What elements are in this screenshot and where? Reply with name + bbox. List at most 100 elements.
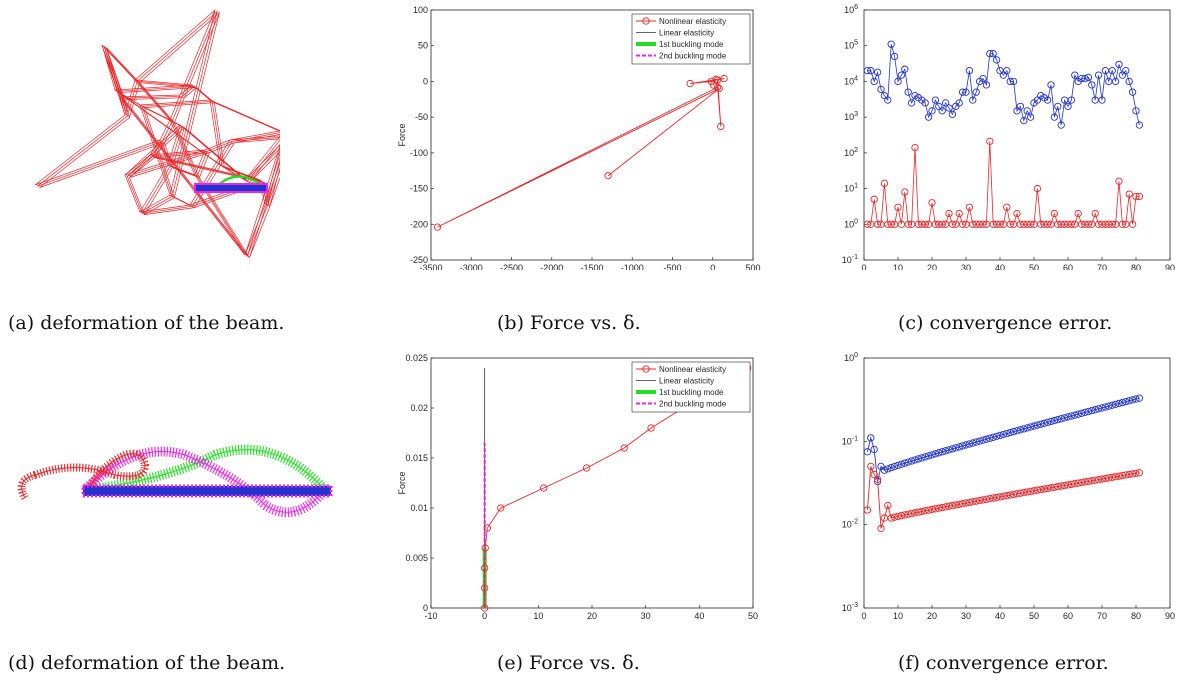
blue-point: [863, 67, 872, 75]
blue-point: [1084, 407, 1093, 416]
nonlinear-point: [958, 500, 967, 508]
panel-d-beam-deformation: [5, 420, 345, 530]
mesh-line: [34, 9, 280, 256]
nonlinear-point: [1026, 487, 1035, 496]
y-axis-label: Force: [397, 471, 407, 494]
blue-point: [941, 447, 950, 455]
blue-point: [894, 77, 902, 86]
buckling-mode-2-shape-centerline: [84, 451, 326, 513]
y-tick-label: 0.01: [410, 503, 428, 513]
blue-point: [1135, 121, 1144, 129]
legend-label: Nonlinear elasticity: [659, 365, 726, 374]
blue-point: [873, 68, 882, 76]
nonlinear-point: [992, 493, 1001, 502]
nonlinear-point: [914, 508, 923, 516]
blue-point: [863, 448, 872, 456]
blue-point: [1023, 424, 1031, 432]
nonlinear-point: [1108, 220, 1116, 228]
blue-point: [1125, 397, 1133, 405]
nonlinear-point: [582, 464, 591, 472]
plot-area: [863, 357, 1171, 609]
nonlinear-point: [604, 172, 612, 180]
x-tick-label: -3500: [419, 263, 442, 270]
nonlinear-point: [938, 503, 946, 512]
convergence-chart-f: 0 10 20 30 40 50 60 70 80 90 10-3 10-2 10-1 100: [842, 352, 1175, 620]
nonlinear-point: [1009, 490, 1018, 499]
x-tick-label: 30: [961, 611, 971, 620]
x-tick-label: 20: [927, 263, 937, 270]
nonlinear-point: [1013, 490, 1021, 498]
nonlinear-point: [1115, 177, 1123, 185]
nonlinear-point: [707, 77, 715, 86]
blue-point: [1111, 400, 1120, 408]
blue-point: [1094, 71, 1103, 79]
nonlinear-point: [1040, 485, 1048, 493]
blue-point: [948, 445, 957, 453]
blue-point: [1077, 409, 1086, 417]
blue-point: [924, 452, 933, 460]
blue-point: [962, 441, 970, 449]
blue-point: [996, 431, 1004, 440]
x-tick-label: 40: [995, 611, 1005, 620]
y-tick-label: 101: [844, 183, 858, 194]
blue-point: [918, 454, 926, 462]
x-tick-label: 50: [1029, 611, 1039, 620]
nonlinear-point: [901, 188, 909, 196]
blue-point: [986, 434, 994, 442]
y-tick-label: 10-1: [842, 435, 858, 446]
nonlinear-point: [686, 79, 694, 88]
chaotic-mesh: [34, 9, 280, 259]
blue-point: [1067, 412, 1076, 420]
blue-point: [867, 67, 875, 75]
blue-point: [1067, 96, 1076, 104]
convergence-chart-c: 0 10 20 30 40 50 60 70 80 90 10-1 100 101 102 103 104 10…: [842, 4, 1175, 270]
nonlinear-point: [863, 506, 872, 514]
nonlinear-point: [1091, 476, 1099, 484]
x-tick-label: 80: [1131, 611, 1141, 620]
blue-point: [1128, 396, 1137, 404]
nonlinear-point: [1135, 192, 1144, 201]
y-tick-label: -100: [410, 148, 428, 158]
nonlinear-point: [969, 498, 977, 506]
blue-point: [982, 435, 991, 443]
nonlinear-point: [1016, 489, 1025, 497]
nonlinear-point: [952, 501, 960, 509]
nonlinear-point: [1115, 472, 1123, 480]
y-tick-label: 10-3: [842, 602, 858, 613]
nonlinear-point: [1101, 474, 1110, 483]
x-tick-label: 70: [1097, 611, 1107, 620]
blue-point: [1081, 74, 1089, 83]
nonlinear-point: [897, 512, 906, 520]
blue-point: [884, 465, 892, 473]
x-tick-label: 0: [482, 611, 487, 620]
blue-point: [1057, 121, 1065, 129]
nonlinear-point: [1006, 220, 1014, 228]
blue-point: [877, 85, 885, 94]
blue-point: [1094, 405, 1103, 413]
blue-point: [1020, 425, 1028, 433]
x-tick-label: 0: [861, 263, 866, 270]
blue-point: [1081, 408, 1089, 417]
blue-point: [1098, 96, 1106, 104]
nonlinear-point: [1033, 486, 1042, 494]
blue-point: [890, 52, 899, 61]
blue-point: [904, 88, 912, 96]
blue-point: [952, 444, 960, 452]
nonlinear-point: [1003, 203, 1011, 211]
nonlinear-point: [955, 500, 963, 508]
nonlinear-point: [1067, 220, 1076, 228]
nonlinear-point: [1071, 480, 1079, 488]
blue-point: [1122, 67, 1130, 75]
nonlinear-point: [948, 501, 957, 510]
blue-point: [1088, 406, 1096, 415]
blue-point: [901, 459, 909, 467]
nonlinear-point: [911, 509, 919, 517]
blue-point: [890, 462, 899, 471]
nonlinear-point: [870, 195, 878, 203]
nonlinear-point: [873, 475, 882, 483]
x-tick-label: 20: [927, 611, 937, 620]
blue-point: [1003, 429, 1011, 438]
y-tick-label: -150: [410, 184, 428, 194]
blue-point: [989, 433, 997, 441]
nonlinear-point: [1033, 184, 1042, 193]
